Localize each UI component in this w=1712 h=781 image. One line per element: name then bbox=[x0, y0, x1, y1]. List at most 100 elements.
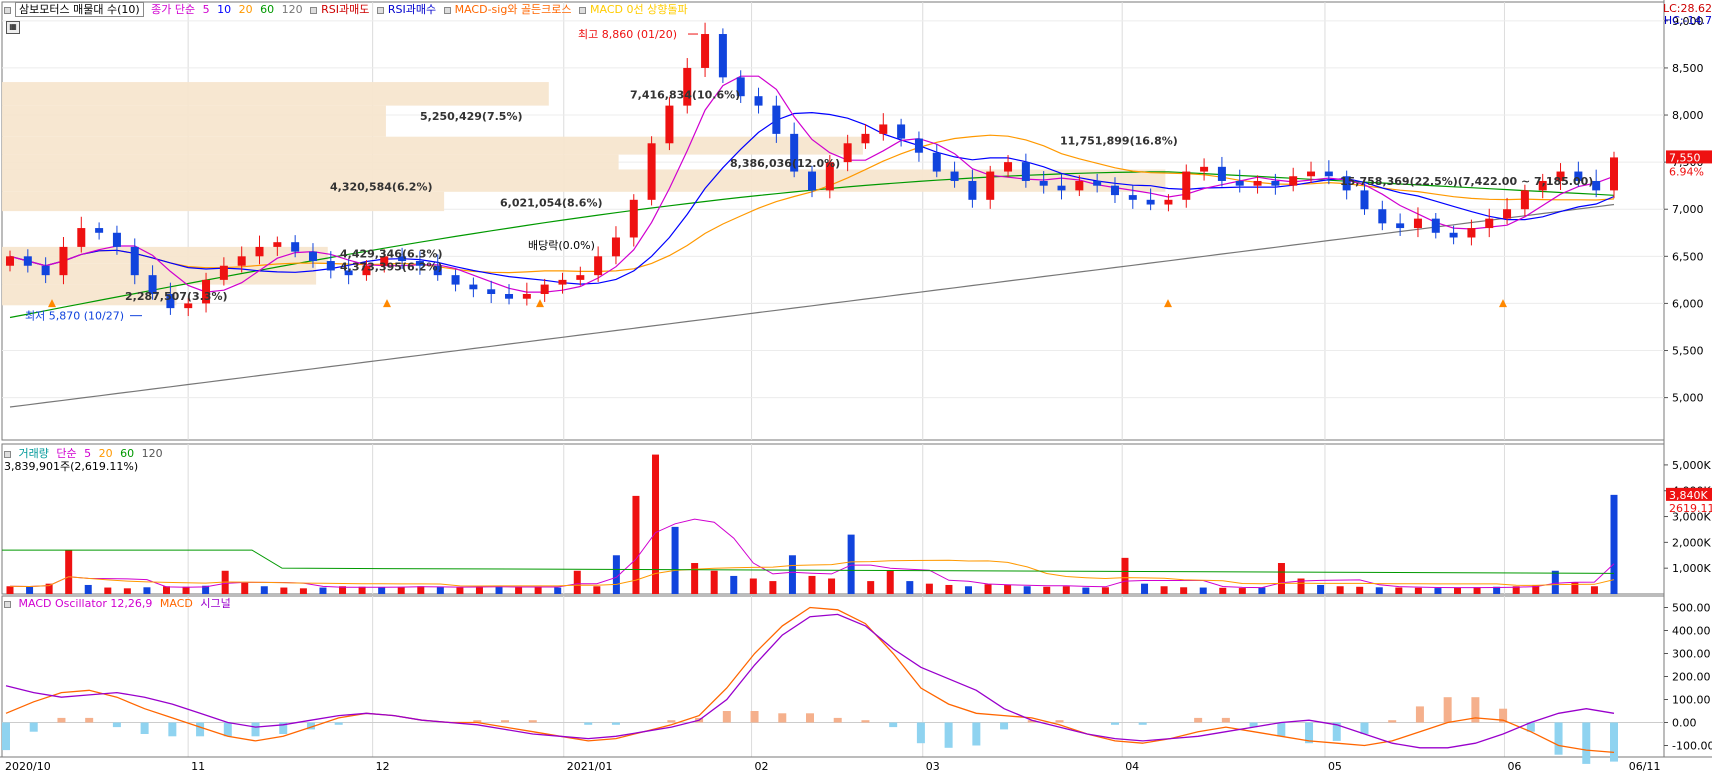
volume-bar bbox=[867, 581, 875, 594]
ind-ma20[interactable]: 20 bbox=[238, 3, 253, 16]
macd-histogram-bar bbox=[1249, 722, 1258, 728]
x-tick-label: 2021/01 bbox=[567, 760, 613, 773]
volume-bar bbox=[632, 495, 640, 594]
volume-profile-band bbox=[2, 154, 619, 170]
grid-toggle-icon[interactable]: ▦ bbox=[6, 21, 20, 34]
macd-tick-label: 100.00 bbox=[1672, 694, 1711, 707]
ind-ma10[interactable]: 10 bbox=[217, 3, 232, 16]
macd-histogram-bar bbox=[57, 717, 66, 723]
x-tick-label: 06/11 bbox=[1629, 760, 1661, 773]
macd-histogram-bar bbox=[916, 722, 925, 744]
volume-bar bbox=[1532, 584, 1540, 594]
candle-body bbox=[398, 256, 407, 262]
volume-bar bbox=[417, 586, 425, 594]
macd-histogram-bar bbox=[972, 722, 981, 746]
ind-rsi-oversold[interactable]: RSI과매도 bbox=[321, 3, 370, 16]
candle-body bbox=[1342, 176, 1351, 191]
volume-tick-label: 2,000K bbox=[1672, 536, 1711, 549]
volume-tick-label: 3,000K bbox=[1672, 511, 1711, 524]
volume-legend: 거래량 단순 5 20 60 120 bbox=[4, 447, 167, 461]
candle-body bbox=[1592, 180, 1601, 191]
macd-histogram-bar bbox=[1110, 722, 1119, 725]
volume-profile-label: 5,250,429(7.5%) bbox=[420, 110, 523, 123]
volume-bar bbox=[1121, 557, 1129, 594]
candle-body bbox=[219, 265, 228, 280]
volume-profile-label: 11,751,899(16.8%) bbox=[1060, 134, 1178, 147]
macd-histogram-bar bbox=[501, 720, 510, 723]
candle-body bbox=[718, 34, 727, 78]
candle-body bbox=[754, 96, 763, 106]
volume-profile-band bbox=[2, 284, 177, 306]
vol-legend-120[interactable]: 120 bbox=[141, 447, 163, 460]
candle-body bbox=[23, 256, 32, 266]
candle-body bbox=[273, 242, 282, 247]
macd-histogram-bar bbox=[85, 717, 94, 723]
vol-legend-5[interactable]: 5 bbox=[84, 447, 92, 460]
ind-ma5[interactable]: 5 bbox=[202, 3, 210, 16]
signal-line bbox=[5, 613, 1615, 749]
candle-body bbox=[1200, 166, 1209, 172]
macd-histogram-bar bbox=[1332, 722, 1341, 741]
ind-ma60[interactable]: 60 bbox=[260, 3, 275, 16]
ind-rsi-overbought[interactable]: RSI과매수 bbox=[387, 3, 437, 16]
macd-legend-signal[interactable]: 시그널 bbox=[200, 597, 231, 610]
x-tick-label: 05 bbox=[1328, 760, 1342, 773]
candle-body bbox=[451, 275, 460, 285]
ind-ma120[interactable]: 120 bbox=[281, 3, 303, 16]
volume-bar bbox=[1219, 587, 1227, 594]
ma120-line bbox=[9, 203, 1615, 408]
stock-title[interactable]: 삼보모터스 매물대 수(10) bbox=[15, 2, 144, 17]
x-tick-label: 04 bbox=[1125, 760, 1139, 773]
candle-body bbox=[665, 105, 674, 144]
volume-bar bbox=[906, 581, 914, 594]
volume-bar bbox=[1004, 584, 1012, 594]
volume-bar bbox=[730, 575, 738, 594]
ind-macd-zero[interactable]: MACD 0선 상향돌파 bbox=[590, 3, 688, 16]
vol-legend-20[interactable]: 20 bbox=[98, 447, 113, 460]
candle-body bbox=[1004, 162, 1013, 172]
candle-body bbox=[540, 284, 549, 294]
macd-histogram-bar bbox=[306, 722, 315, 730]
rsi-icon bbox=[376, 6, 384, 14]
macd-histogram-bar bbox=[889, 722, 898, 728]
ind-close-sma[interactable]: 종가 단순 bbox=[151, 3, 196, 16]
panel-menu-icon[interactable] bbox=[4, 600, 11, 608]
panel-menu-icon[interactable] bbox=[4, 6, 11, 14]
current-price-box bbox=[1666, 150, 1712, 164]
volume-bar bbox=[1336, 586, 1344, 594]
high-annotation: 최고 8,860 (01/20) bbox=[578, 28, 677, 41]
vol-legend-volume[interactable]: 거래량 bbox=[18, 447, 49, 460]
candle-body bbox=[772, 105, 781, 134]
volume-bar bbox=[964, 586, 972, 594]
x-tick-label: 03 bbox=[926, 760, 940, 773]
vol-legend-60[interactable]: 60 bbox=[120, 447, 135, 460]
candle-body bbox=[522, 294, 531, 299]
volume-profile-band bbox=[2, 82, 549, 106]
x-tick-label: 12 bbox=[376, 760, 390, 773]
macd-histogram-bar bbox=[168, 722, 177, 737]
volume-bar bbox=[554, 587, 562, 594]
candle-body bbox=[1235, 180, 1244, 186]
panel-menu-icon[interactable] bbox=[4, 450, 11, 458]
candle-body bbox=[255, 246, 264, 257]
macd-histogram-bar bbox=[196, 722, 205, 737]
candle-body bbox=[1271, 180, 1280, 186]
ind-macd-cross[interactable]: MACD-sig와 골든크로스 bbox=[454, 3, 572, 16]
macd-histogram-bar bbox=[1471, 697, 1480, 723]
x-tick-label: 11 bbox=[191, 760, 205, 773]
volume-profile-label: 4,429,346(6.3%) bbox=[340, 247, 443, 260]
volume-bar bbox=[495, 586, 503, 594]
volume-bar bbox=[710, 570, 718, 594]
x-tick-label: 2020/10 bbox=[5, 760, 51, 773]
volume-bar bbox=[84, 584, 92, 594]
volume-profile-label: 4,320,584(6.2%) bbox=[330, 181, 433, 194]
macd-histogram-bar bbox=[1138, 722, 1147, 725]
candle-body bbox=[237, 256, 246, 266]
macd-legend-macd[interactable]: MACD bbox=[159, 597, 193, 610]
vol-legend-sma[interactable]: 단순 bbox=[56, 447, 77, 460]
volume-bar bbox=[475, 587, 483, 594]
candle-body bbox=[1556, 171, 1565, 181]
macd-legend-osc[interactable]: MACD Oscillator 12,26,9 bbox=[18, 597, 153, 610]
